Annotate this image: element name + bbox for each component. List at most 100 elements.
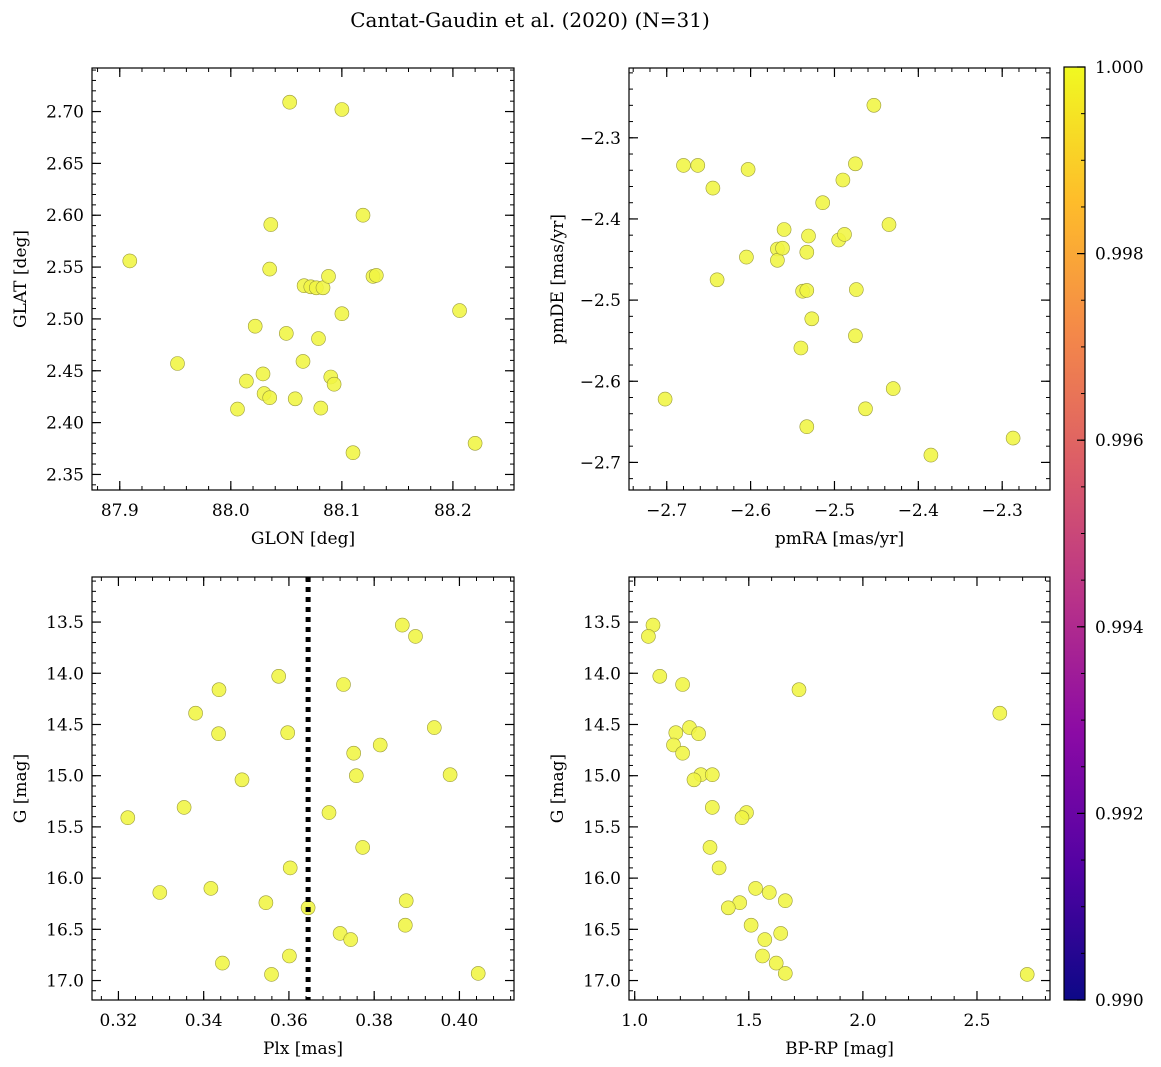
data-point [203,881,219,896]
y-tick-label: 17.0 [583,972,621,992]
data-point [801,228,816,244]
data-point [734,810,750,826]
data-point [791,682,807,698]
y-axis-label: pmDE [mas/yr] [548,214,568,344]
panel-glon-glat-axes: 87.9 88.0 88.1 88.2 2.40 2.45 2.50 2.55 2.60 2.65… [11,67,515,549]
data-point [282,94,298,110]
colorbar-tick-label: 0.990 [1095,991,1144,1011]
data-point [799,283,815,298]
data-point [773,926,789,941]
y-axis-label: G [mag] [11,754,31,823]
data-point [702,840,718,855]
y-tick-label: 2.65 [46,154,84,174]
data-point [666,737,681,753]
x-tick-label: 0.38 [355,1011,393,1031]
data-point [394,617,410,633]
data-point [720,900,736,916]
data-point [239,373,254,389]
data-point [122,253,138,269]
y-tick-label: 14.0 [583,664,621,684]
y-tick-label: 16.5 [46,920,84,940]
data-point [776,222,792,237]
y-tick-label: −2.5 [580,291,621,311]
y-tick-label: 2.50 [46,310,84,330]
x-tick-label: −2.7 [646,501,687,521]
data-point [761,885,777,900]
data-point [262,261,278,277]
data-point [709,272,725,288]
panel-plx-g-points [120,577,486,1000]
data-point [442,767,458,783]
y-tick-label: 14.5 [583,715,621,735]
data-point [777,966,793,981]
y-tick-label: 2.55 [46,258,84,278]
data-point [313,400,329,416]
y-tick-label: 15.5 [583,818,621,838]
data-point [799,244,815,260]
data-point [234,772,250,788]
data-point [837,227,852,242]
data-point [815,195,831,210]
x-axis-label: Plx [mas] [263,1039,343,1059]
data-point [334,102,350,117]
data-point [170,356,185,371]
colorbar-tick-label: 0.992 [1095,804,1144,824]
data-point [355,207,371,223]
data-point [426,720,442,735]
data-point [262,390,278,406]
x-tick-label: 2.5 [963,1011,990,1031]
data-point [321,805,337,820]
data-point [336,677,351,692]
y-tick-label: 15.0 [583,767,621,787]
y-tick-label: 13.5 [583,613,621,633]
data-point [334,306,350,322]
panel-plx-g: 0.32 0.34 0.36 0.38 0.40 13.5 14.0 14.5 15.0 15.5… [11,576,515,1059]
y-tick-label: 14.0 [46,664,84,684]
y-tick-label: 17.0 [46,972,84,992]
data-point [287,391,303,407]
data-point [247,318,263,334]
data-point [343,932,359,947]
y-tick-label: 2.35 [46,465,84,485]
data-point [397,917,413,933]
x-tick-label: −2.5 [814,501,855,521]
data-point [346,745,362,761]
data-point [372,737,388,753]
axes-frame [628,576,1051,1001]
data-point [295,354,311,369]
y-tick-label: −2.6 [580,372,621,392]
y-tick-label: 2.40 [46,414,84,434]
data-point [326,376,342,392]
data-point [743,917,759,933]
x-tick-label: 0.32 [99,1011,137,1031]
data-point [657,391,673,407]
data-point [740,162,756,177]
data-point [1019,967,1035,982]
data-point [777,893,793,909]
y-tick-label: 15.0 [46,767,84,787]
x-tick-label: −2.4 [898,501,939,521]
axes-frame [91,67,515,491]
panel-glon-glat: 87.9 88.0 88.1 88.2 2.40 2.45 2.50 2.55 2.60 2.65… [11,67,515,549]
data-point [675,677,690,692]
x-tick-label: 1.5 [735,1011,762,1031]
data-point [258,895,274,911]
data-point [408,629,423,644]
data-point [793,340,809,356]
data-point [775,240,790,256]
y-tick-label: 14.5 [46,715,84,735]
figure-title: Cantat-Gaudin et al. (2020) (N=31) [350,8,710,32]
data-point [152,885,168,900]
data-point [280,725,296,741]
data-point [264,967,279,982]
panel-plx-g-axes: 0.32 0.34 0.36 0.38 0.40 13.5 14.0 14.5 15.0 15.5… [11,576,515,1059]
x-tick-label: 88.0 [212,501,250,521]
panel-pmra-pmde-axes: −2.7 −2.6 −2.5 −2.4 −2.3 −2.7 −2.6 −2.5 −2.4 −2.3… [548,67,1051,549]
colorbar-tick-label: 0.994 [1095,618,1144,638]
data-point [211,726,226,742]
data-point [282,948,297,964]
data-point [799,419,815,435]
data-point [282,860,298,876]
y-tick-label: 16.5 [583,920,621,940]
data-point [748,881,763,896]
